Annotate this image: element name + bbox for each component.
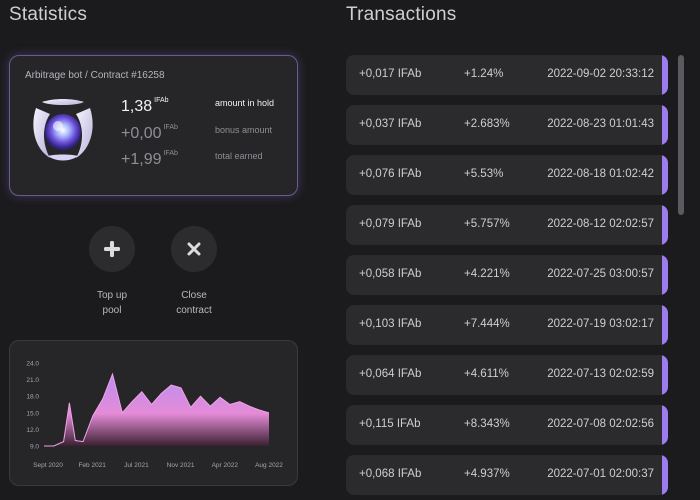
stat-unit: IFAb xyxy=(163,124,178,131)
transaction-percent: +2.683% xyxy=(464,118,510,130)
transaction-row[interactable]: +0,076 IFAb +5.53% 2022-08-18 01:02:42 xyxy=(346,155,668,195)
statistics-title: Statistics xyxy=(9,4,88,25)
transaction-amount: +0,115 IFAb xyxy=(359,418,421,430)
stat-number: +0,00 xyxy=(121,125,162,142)
transaction-date: 2022-07-25 03:00:57 xyxy=(547,268,654,280)
transaction-row[interactable]: +0,037 IFAb +2.683% 2022-08-23 01:01:43 xyxy=(346,105,668,145)
transaction-percent: +1.24% xyxy=(464,68,504,80)
close-icon xyxy=(187,242,201,256)
transaction-amount: +0,064 IFAb xyxy=(359,368,422,380)
stat-value: +0,00 IFAb xyxy=(121,124,178,142)
x-tick-label: Apr 2022 xyxy=(212,462,239,469)
x-tick-label: Feb 2021 xyxy=(78,462,106,469)
transaction-row[interactable]: +0,068 IFAb +4.937% 2022-07-01 02:00:37 xyxy=(346,455,668,495)
stat-label: amount in hold xyxy=(215,98,275,108)
transaction-percent: +4.937% xyxy=(464,468,510,480)
contract-name: Arbitrage bot / Contract #16258 xyxy=(25,70,165,81)
transaction-date: 2022-07-01 02:00:37 xyxy=(547,468,654,480)
top-up-pool-button[interactable] xyxy=(89,226,135,272)
stat-bonus-amount: +0,00 IFAb xyxy=(121,124,221,143)
stat-total-earned: +1,99 IFAb xyxy=(121,150,221,169)
stat-amount-in-hold: 1,38 IFAb xyxy=(121,97,221,116)
transaction-date: 2022-09-02 20:33:12 xyxy=(547,68,654,80)
transaction-row[interactable]: +0,115 IFAb +8.343% 2022-07-08 02:02:56 xyxy=(346,405,668,445)
y-tick-label: 18.0 xyxy=(26,394,39,401)
transaction-amount: +0,068 IFAb xyxy=(359,468,422,480)
transaction-amount: +0,017 IFAb xyxy=(359,68,422,80)
close-contract-label: Close contract xyxy=(176,290,212,316)
transactions-scrollbar[interactable] xyxy=(677,55,685,500)
y-tick-label: 12.0 xyxy=(26,427,39,434)
transaction-amount: +0,103 IFAb xyxy=(359,318,422,330)
transaction-date: 2022-07-08 02:02:56 xyxy=(547,418,654,430)
y-tick-label: 24.0 xyxy=(26,361,39,368)
transactions-title: Transactions xyxy=(346,4,457,25)
transaction-amount: +0,058 IFAb xyxy=(359,268,422,280)
top-up-pool-action: Top up pool xyxy=(67,226,157,318)
area-series xyxy=(44,374,269,446)
transaction-row[interactable]: +0,058 IFAb +4.221% 2022-07-25 03:00:57 xyxy=(346,255,668,295)
transaction-row[interactable]: +0,017 IFAb +1.24% 2022-09-02 20:33:12 xyxy=(346,55,668,95)
transaction-date: 2022-08-18 01:02:42 xyxy=(547,168,654,180)
x-tick-label: Sept 2020 xyxy=(33,462,63,469)
transaction-date: 2022-07-19 03:02:17 xyxy=(547,318,654,330)
y-tick-label: 21.0 xyxy=(26,377,39,384)
close-contract-button[interactable] xyxy=(171,226,217,272)
transaction-date: 2022-07-13 02:02:59 xyxy=(547,368,654,380)
contract-card[interactable]: Arbitrage bot / Contract #16258 1,38 IFAb… xyxy=(9,55,298,196)
earnings-chart-svg: 24.0 21.0 18.0 15.0 12.0 9.0 Sept 2020 Feb 2021… xyxy=(26,361,283,470)
plus-icon xyxy=(104,241,120,257)
transaction-date: 2022-08-23 01:01:43 xyxy=(547,118,654,130)
transaction-amount: +0,076 IFAb xyxy=(359,168,422,180)
close-contract-action: Close contract xyxy=(149,226,239,318)
transaction-amount: +0,037 IFAb xyxy=(359,118,422,130)
stat-label: total earned xyxy=(215,151,263,161)
earnings-chart: 24.0 21.0 18.0 15.0 12.0 9.0 Sept 2020 Feb 2021… xyxy=(9,340,298,486)
top-up-pool-label: Top up pool xyxy=(96,290,128,316)
transaction-percent: +4.611% xyxy=(464,368,509,380)
x-tick-label: Aug 2022 xyxy=(255,462,283,469)
y-tick-label: 9.0 xyxy=(30,444,39,451)
x-tick-label: Nov 2021 xyxy=(167,462,195,469)
transaction-percent: +7.444% xyxy=(464,318,510,330)
stat-number: 1,38 xyxy=(121,98,153,115)
x-tick-label: Jul 2021 xyxy=(124,462,149,469)
transaction-row[interactable]: +0,079 IFAb +5.757% 2022-08-12 02:02:57 xyxy=(346,205,668,245)
line-series xyxy=(44,372,270,447)
transaction-percent: +5.53% xyxy=(464,168,504,180)
bot-logo-icon xyxy=(33,99,93,161)
stat-label: bonus amount xyxy=(215,125,273,135)
transaction-percent: +4.221% xyxy=(464,268,510,280)
transaction-amount: +0,079 IFAb xyxy=(359,218,422,230)
y-tick-label: 15.0 xyxy=(26,410,39,417)
stat-value: 1,38 IFAb xyxy=(121,97,169,115)
transaction-percent: +5.757% xyxy=(464,218,510,230)
stat-unit: IFAb xyxy=(154,97,169,104)
transaction-date: 2022-08-12 02:02:57 xyxy=(547,218,654,230)
transaction-row[interactable]: +0,103 IFAb +7.444% 2022-07-19 03:02:17 xyxy=(346,305,668,345)
transaction-row[interactable]: +0,064 IFAb +4.611% 2022-07-13 02:02:59 xyxy=(346,355,668,395)
stat-unit: IFAb xyxy=(163,150,178,157)
stat-number: +1,99 xyxy=(121,151,162,168)
transaction-percent: +8.343% xyxy=(464,418,510,430)
scroll-thumb[interactable] xyxy=(678,55,684,215)
stat-value: +1,99 IFAb xyxy=(121,150,178,168)
